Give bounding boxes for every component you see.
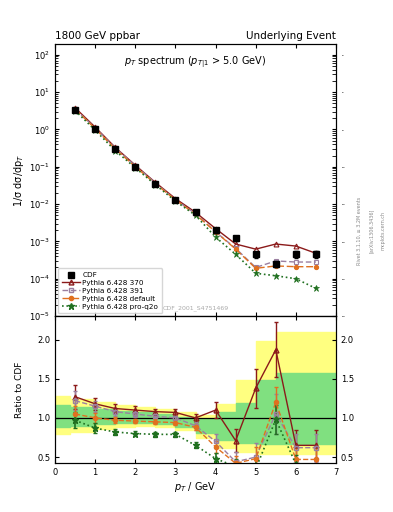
Text: CDF_2001_S4751469: CDF_2001_S4751469 bbox=[162, 305, 229, 311]
Y-axis label: 1/σ dσ/dp$_T$: 1/σ dσ/dp$_T$ bbox=[12, 153, 26, 206]
Text: $p_T$ spectrum ($p_{T|1}$ > 5.0 GeV): $p_T$ spectrum ($p_{T|1}$ > 5.0 GeV) bbox=[125, 54, 266, 70]
Text: Rivet 3.1.10, ≥ 3.2M events: Rivet 3.1.10, ≥ 3.2M events bbox=[357, 196, 362, 265]
Text: [arXiv:1306.3436]: [arXiv:1306.3436] bbox=[369, 208, 374, 252]
Text: 1800 GeV ppbar: 1800 GeV ppbar bbox=[55, 31, 140, 41]
Text: Underlying Event: Underlying Event bbox=[246, 31, 336, 41]
Y-axis label: Ratio to CDF: Ratio to CDF bbox=[15, 361, 24, 418]
Legend: CDF, Pythia 6.428 370, Pythia 6.428 391, Pythia 6.428 default, Pythia 6.428 pro-: CDF, Pythia 6.428 370, Pythia 6.428 391,… bbox=[58, 268, 162, 313]
Text: mcplots.cern.ch: mcplots.cern.ch bbox=[381, 211, 386, 250]
X-axis label: $p_T$ / GeV: $p_T$ / GeV bbox=[174, 480, 217, 494]
